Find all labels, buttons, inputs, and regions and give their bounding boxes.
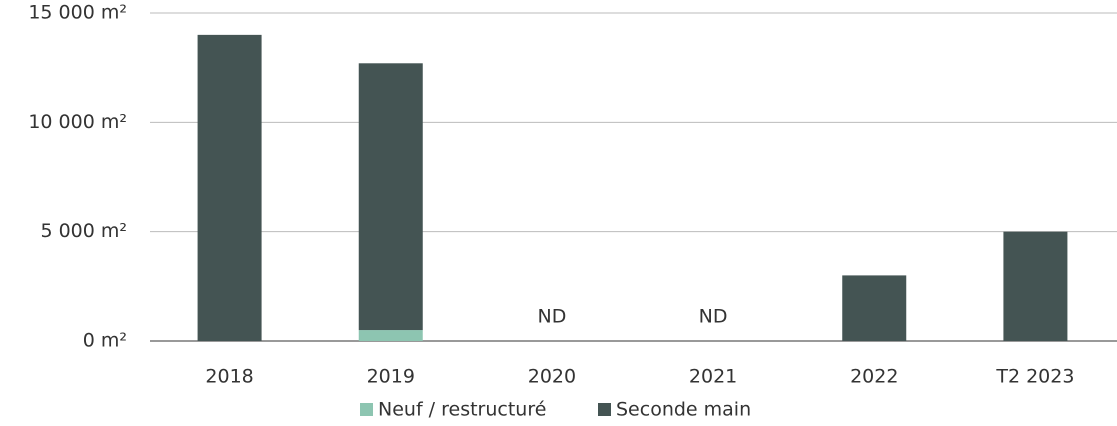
x-tick-label: 2021 bbox=[689, 366, 737, 388]
bar bbox=[358, 63, 423, 331]
y-tick-label: 0 m² bbox=[83, 330, 127, 352]
bar bbox=[197, 34, 262, 341]
bar bbox=[1003, 231, 1068, 341]
legend-label: Neuf / restructuré bbox=[378, 399, 546, 421]
x-tick-label: 2022 bbox=[850, 366, 898, 388]
legend-swatch bbox=[360, 403, 373, 416]
x-tick-label: 2018 bbox=[205, 366, 253, 388]
y-tick-label: 10 000 m² bbox=[28, 111, 127, 133]
bar bbox=[842, 275, 907, 341]
y-tick-label: 15 000 m² bbox=[28, 2, 127, 24]
annotation: ND bbox=[537, 306, 566, 328]
annotation: ND bbox=[699, 306, 728, 328]
x-tick-label: T2 2023 bbox=[995, 366, 1074, 388]
x-tick-label: 2019 bbox=[367, 366, 415, 388]
bar bbox=[358, 330, 423, 341]
legend-swatch bbox=[598, 403, 611, 416]
x-tick-label: 2020 bbox=[528, 366, 576, 388]
y-tick-label: 5 000 m² bbox=[40, 220, 127, 242]
legend-label: Seconde main bbox=[616, 399, 751, 421]
